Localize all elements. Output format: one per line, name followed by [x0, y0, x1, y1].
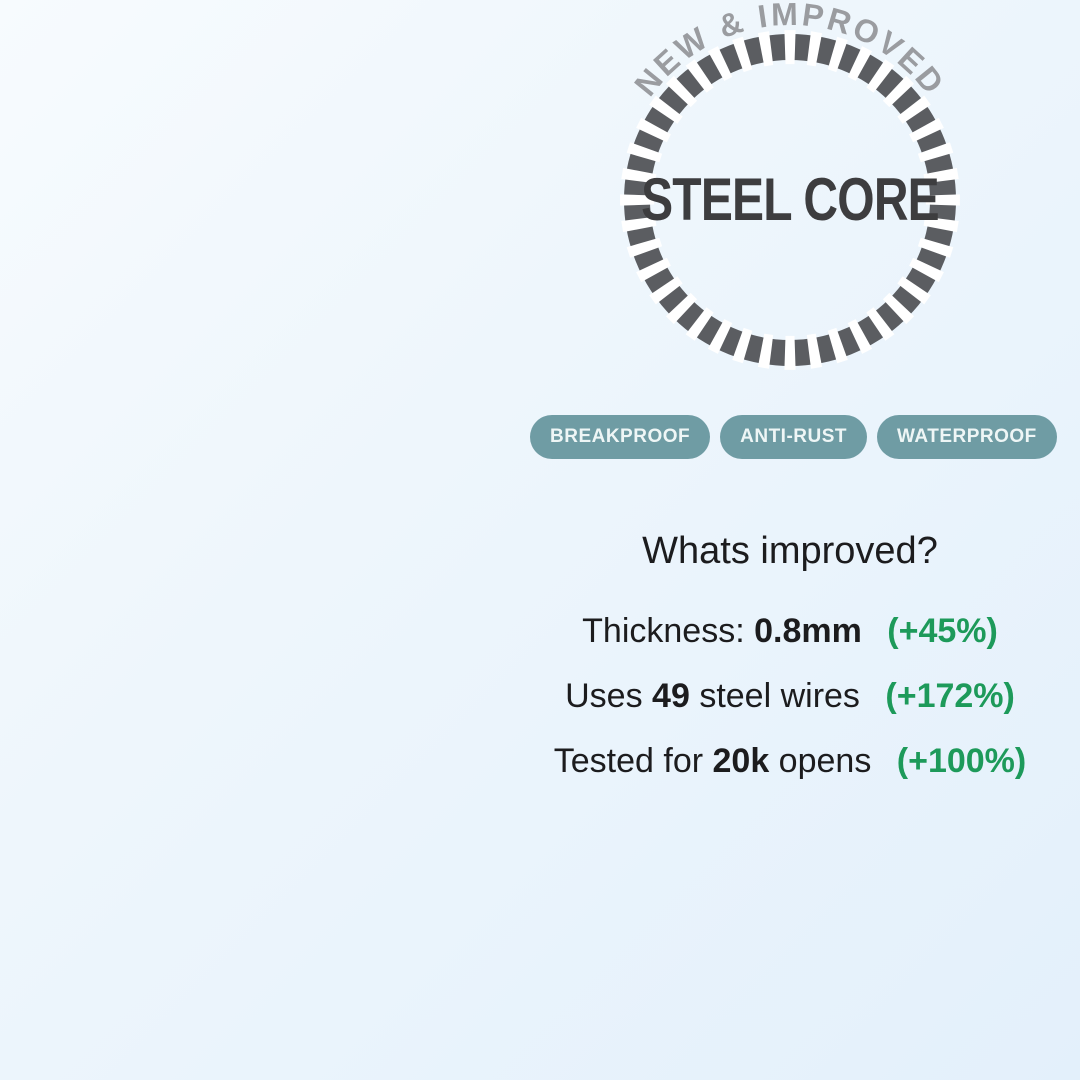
svg-text:STEEL CORE: STEEL CORE: [641, 166, 939, 233]
